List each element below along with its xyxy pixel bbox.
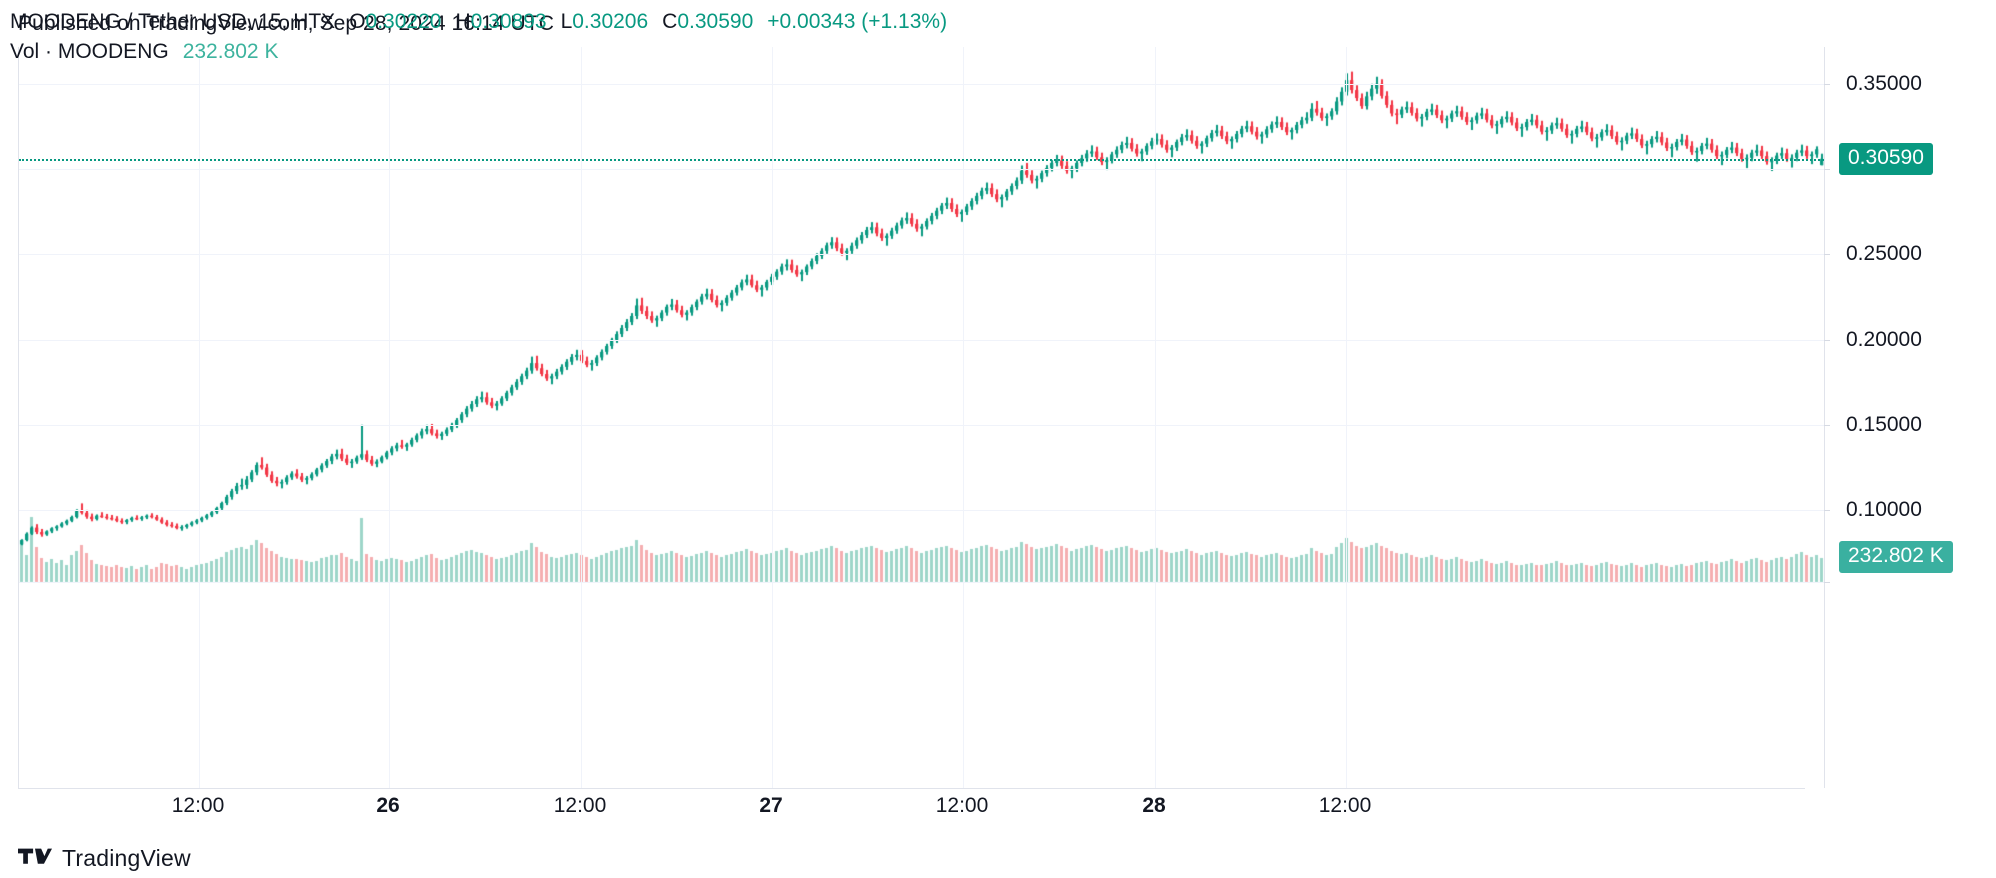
time-axis-label: 12:00 (553, 794, 607, 817)
time-gridline (772, 47, 773, 788)
footer-branding: TradingView (18, 845, 191, 872)
legend-volume-row: Vol · MOODENG 232.802 K (10, 37, 947, 67)
chart-frame (18, 47, 1979, 788)
price-axis-tick (1824, 254, 1830, 256)
tradingview-logo-icon (18, 848, 52, 864)
time-gridline (581, 47, 582, 788)
legend-low-label: L (560, 10, 573, 33)
time-axis-label: 12:00 (935, 794, 989, 817)
published-caption: Published on TradingView.com, Sep 28, 20… (18, 12, 554, 35)
time-axis-label: 27 (759, 794, 783, 817)
time-gridline (1155, 47, 1156, 788)
price-axis-label: 0.15000 (1846, 412, 1922, 436)
legend-close-label: C (662, 10, 678, 33)
legend-volume-value: 232.802 K (182, 40, 279, 63)
price-axis-tick (1824, 168, 1830, 170)
volume-axis-tick (1824, 582, 1830, 583)
volume-value-badge[interactable]: 232.802 K (1839, 541, 1953, 573)
price-gridline (19, 168, 1824, 170)
price-axis-tick (1824, 424, 1830, 426)
price-axis-label: 0.25000 (1846, 242, 1922, 266)
volume-baseline (19, 582, 1824, 583)
legend-low-value: 0.30206 (572, 10, 649, 33)
time-axis-label: 12:00 (1318, 794, 1372, 817)
chart-legend: MOODENG / Tether USD, 15, HTX O0.30220 H0.… (10, 7, 947, 67)
price-axis-label: 0.20000 (1846, 327, 1922, 351)
time-gridline (1346, 47, 1347, 788)
legend-change-value: +0.00343 (+1.13%) (767, 10, 948, 33)
legend-ohlc-row: MOODENG / Tether USD, 15, HTX O0.30220 H0.… (10, 7, 947, 37)
time-axis-line (18, 788, 1805, 789)
price-gridline (19, 424, 1824, 426)
legend-high-value: 0.30893 (470, 10, 547, 33)
price-axis[interactable]: 0.350000.300000.250000.200000.150000.100… (1823, 47, 1996, 788)
time-axis[interactable]: 12:00 26 12:00 27 12:00 28 12:00 (0, 788, 1823, 832)
legend-symbol[interactable]: MOODENG / Tether USD, 15, HTX (10, 10, 336, 33)
price-gridline (19, 510, 1824, 512)
time-gridline (199, 47, 200, 788)
legend-high-label: H (455, 10, 471, 33)
current-price-line (19, 158, 1824, 161)
time-gridline (389, 47, 390, 788)
legend-volume-label[interactable]: Vol · MOODENG (10, 40, 169, 63)
legend-close-value: 0.30590 (677, 10, 754, 33)
price-axis-tick (1824, 339, 1830, 341)
price-gridline (19, 339, 1824, 341)
candlestick-canvas[interactable] (19, 47, 1979, 788)
legend-open-value: 0.30220 (365, 10, 442, 33)
price-axis-label: 0.35000 (1846, 71, 1922, 95)
price-gridline (19, 254, 1824, 256)
time-axis-label: 26 (376, 794, 400, 817)
time-axis-label: 12:00 (171, 794, 225, 817)
price-axis-tick (1824, 83, 1830, 85)
price-axis-divider (1824, 47, 1825, 788)
time-gridline (963, 47, 964, 788)
current-price-badge[interactable]: 0.30590 (1839, 142, 1933, 175)
time-axis-label: 28 (1142, 794, 1166, 817)
price-gridline (19, 83, 1824, 85)
price-axis-tick (1824, 510, 1830, 512)
legend-open-label: O (349, 10, 366, 33)
tradingview-brand-name: TradingView (62, 845, 191, 871)
price-axis-label: 0.10000 (1846, 498, 1922, 522)
